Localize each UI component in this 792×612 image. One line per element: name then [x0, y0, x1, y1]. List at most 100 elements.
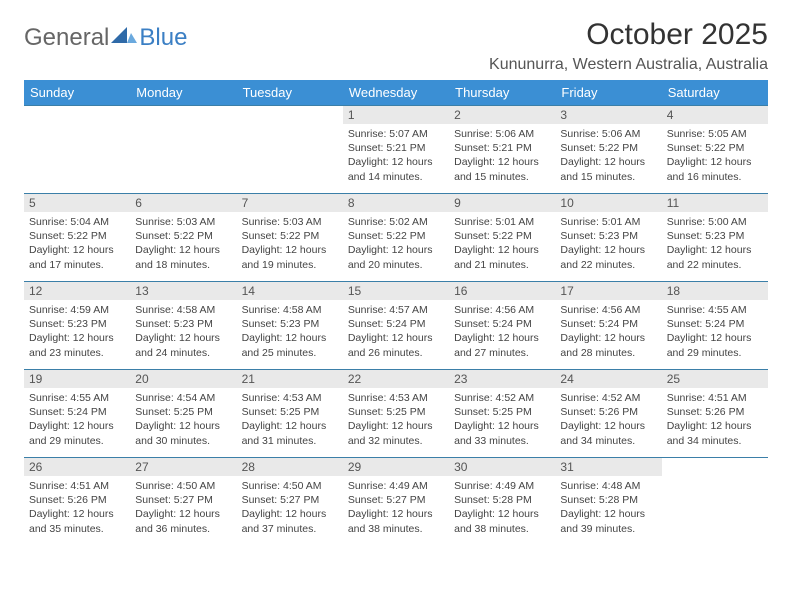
sunrise-text: Sunrise: 5:06 AM: [560, 127, 656, 141]
sunset-text: Sunset: 5:26 PM: [29, 493, 125, 507]
calendar-cell: 13Sunrise: 4:58 AMSunset: 5:23 PMDayligh…: [130, 282, 236, 370]
daylight1-text: Daylight: 12 hours: [242, 419, 338, 433]
day-details: Sunrise: 4:58 AMSunset: 5:23 PMDaylight:…: [237, 300, 343, 362]
calendar-cell: 21Sunrise: 4:53 AMSunset: 5:25 PMDayligh…: [237, 370, 343, 458]
daylight2-text: and 33 minutes.: [454, 434, 550, 448]
daylight2-text: and 23 minutes.: [29, 346, 125, 360]
daylight2-text: and 16 minutes.: [667, 170, 763, 184]
calendar-cell: [237, 106, 343, 194]
calendar-week-row: 5Sunrise: 5:04 AMSunset: 5:22 PMDaylight…: [24, 194, 768, 282]
day-details: Sunrise: 5:05 AMSunset: 5:22 PMDaylight:…: [662, 124, 768, 186]
daylight1-text: Daylight: 12 hours: [560, 419, 656, 433]
day-details: Sunrise: 5:04 AMSunset: 5:22 PMDaylight:…: [24, 212, 130, 274]
daylight1-text: Daylight: 12 hours: [348, 419, 444, 433]
day-number: 29: [343, 458, 449, 476]
logo-icon: [111, 24, 137, 52]
calendar-cell: 30Sunrise: 4:49 AMSunset: 5:28 PMDayligh…: [449, 458, 555, 546]
calendar-cell: 1Sunrise: 5:07 AMSunset: 5:21 PMDaylight…: [343, 106, 449, 194]
calendar-week-row: 12Sunrise: 4:59 AMSunset: 5:23 PMDayligh…: [24, 282, 768, 370]
calendar-cell: 27Sunrise: 4:50 AMSunset: 5:27 PMDayligh…: [130, 458, 236, 546]
daylight2-text: and 34 minutes.: [560, 434, 656, 448]
day-number: 5: [24, 194, 130, 212]
daylight1-text: Daylight: 12 hours: [135, 331, 231, 345]
sunrise-text: Sunrise: 4:50 AM: [135, 479, 231, 493]
calendar-cell: 25Sunrise: 4:51 AMSunset: 5:26 PMDayligh…: [662, 370, 768, 458]
sunset-text: Sunset: 5:22 PM: [348, 229, 444, 243]
sunrise-text: Sunrise: 4:55 AM: [29, 391, 125, 405]
calendar-cell: 12Sunrise: 4:59 AMSunset: 5:23 PMDayligh…: [24, 282, 130, 370]
day-number: 25: [662, 370, 768, 388]
day-details: Sunrise: 4:51 AMSunset: 5:26 PMDaylight:…: [24, 476, 130, 538]
day-number: 17: [555, 282, 661, 300]
day-details: Sunrise: 4:58 AMSunset: 5:23 PMDaylight:…: [130, 300, 236, 362]
day-number: 28: [237, 458, 343, 476]
daylight2-text: and 32 minutes.: [348, 434, 444, 448]
sunrise-text: Sunrise: 4:58 AM: [135, 303, 231, 317]
day-details: Sunrise: 4:49 AMSunset: 5:28 PMDaylight:…: [449, 476, 555, 538]
sunrise-text: Sunrise: 4:48 AM: [560, 479, 656, 493]
day-number: 13: [130, 282, 236, 300]
sunset-text: Sunset: 5:23 PM: [560, 229, 656, 243]
sunset-text: Sunset: 5:21 PM: [454, 141, 550, 155]
day-details: Sunrise: 4:50 AMSunset: 5:27 PMDaylight:…: [237, 476, 343, 538]
sunrise-text: Sunrise: 4:58 AM: [242, 303, 338, 317]
sunset-text: Sunset: 5:28 PM: [454, 493, 550, 507]
sunset-text: Sunset: 5:26 PM: [667, 405, 763, 419]
daylight1-text: Daylight: 12 hours: [560, 155, 656, 169]
daylight2-text: and 18 minutes.: [135, 258, 231, 272]
sunrise-text: Sunrise: 4:56 AM: [454, 303, 550, 317]
daylight1-text: Daylight: 12 hours: [454, 155, 550, 169]
sunrise-text: Sunrise: 5:04 AM: [29, 215, 125, 229]
day-header: Thursday: [449, 80, 555, 106]
sunset-text: Sunset: 5:24 PM: [348, 317, 444, 331]
daylight2-text: and 34 minutes.: [667, 434, 763, 448]
sunset-text: Sunset: 5:27 PM: [242, 493, 338, 507]
daylight1-text: Daylight: 12 hours: [454, 419, 550, 433]
day-header: Saturday: [662, 80, 768, 106]
day-number: 27: [130, 458, 236, 476]
daylight1-text: Daylight: 12 hours: [348, 331, 444, 345]
day-number: 9: [449, 194, 555, 212]
calendar-week-row: 19Sunrise: 4:55 AMSunset: 5:24 PMDayligh…: [24, 370, 768, 458]
sunset-text: Sunset: 5:26 PM: [560, 405, 656, 419]
sunset-text: Sunset: 5:24 PM: [560, 317, 656, 331]
sunrise-text: Sunrise: 4:52 AM: [454, 391, 550, 405]
daylight2-text: and 39 minutes.: [560, 522, 656, 536]
day-details: Sunrise: 4:59 AMSunset: 5:23 PMDaylight:…: [24, 300, 130, 362]
daylight2-text: and 25 minutes.: [242, 346, 338, 360]
day-number: 21: [237, 370, 343, 388]
sunrise-text: Sunrise: 5:00 AM: [667, 215, 763, 229]
day-details: Sunrise: 4:53 AMSunset: 5:25 PMDaylight:…: [343, 388, 449, 450]
sunset-text: Sunset: 5:23 PM: [667, 229, 763, 243]
sunset-text: Sunset: 5:23 PM: [29, 317, 125, 331]
sunset-text: Sunset: 5:22 PM: [135, 229, 231, 243]
daylight1-text: Daylight: 12 hours: [667, 155, 763, 169]
calendar-cell: 26Sunrise: 4:51 AMSunset: 5:26 PMDayligh…: [24, 458, 130, 546]
day-header: Monday: [130, 80, 236, 106]
sunrise-text: Sunrise: 4:49 AM: [454, 479, 550, 493]
day-number: 6: [130, 194, 236, 212]
daylight2-text: and 20 minutes.: [348, 258, 444, 272]
daylight1-text: Daylight: 12 hours: [242, 507, 338, 521]
day-details: Sunrise: 4:56 AMSunset: 5:24 PMDaylight:…: [449, 300, 555, 362]
calendar-cell: 16Sunrise: 4:56 AMSunset: 5:24 PMDayligh…: [449, 282, 555, 370]
day-details: Sunrise: 4:50 AMSunset: 5:27 PMDaylight:…: [130, 476, 236, 538]
calendar-cell: 19Sunrise: 4:55 AMSunset: 5:24 PMDayligh…: [24, 370, 130, 458]
day-number: 20: [130, 370, 236, 388]
day-number: 12: [24, 282, 130, 300]
day-number: 23: [449, 370, 555, 388]
daylight1-text: Daylight: 12 hours: [242, 331, 338, 345]
day-number: 31: [555, 458, 661, 476]
logo-text-general: General: [24, 24, 109, 52]
sunrise-text: Sunrise: 4:51 AM: [667, 391, 763, 405]
calendar-cell: [130, 106, 236, 194]
daylight1-text: Daylight: 12 hours: [454, 507, 550, 521]
day-number: 3: [555, 106, 661, 124]
daylight1-text: Daylight: 12 hours: [667, 331, 763, 345]
sunset-text: Sunset: 5:27 PM: [135, 493, 231, 507]
daylight1-text: Daylight: 12 hours: [560, 243, 656, 257]
daylight1-text: Daylight: 12 hours: [560, 331, 656, 345]
sunrise-text: Sunrise: 5:01 AM: [454, 215, 550, 229]
sunrise-text: Sunrise: 4:57 AM: [348, 303, 444, 317]
sunrise-text: Sunrise: 5:03 AM: [135, 215, 231, 229]
